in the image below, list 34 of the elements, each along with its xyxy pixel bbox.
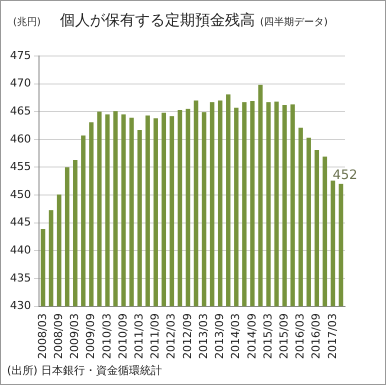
y-tick-label: 450 [10, 188, 31, 201]
x-tick-label: 2012/03 [164, 313, 178, 360]
x-tick-label: 2009/03 [68, 313, 82, 360]
x-tick-label: 2014/03 [229, 313, 242, 360]
text: (出所) 日本銀行・資金循環統計 [7, 363, 162, 378]
x-tick-label: 2014/09 [245, 313, 258, 360]
x-tick-label: 2012/09 [180, 313, 194, 360]
x-tick-label: 2017/03 [326, 313, 339, 360]
y-axis-title: (兆円) [13, 16, 41, 29]
y-tick-label: 455 [10, 160, 31, 174]
x-tick-label: 2013/09 [213, 313, 226, 360]
x-tick-label: 2009/09 [84, 313, 98, 360]
y-tick-label: 460 [10, 132, 31, 146]
x-tick-label: 2008/09 [52, 313, 65, 360]
y-tick-label: 435 [10, 271, 31, 284]
x-tick-label: 2008/03 [36, 313, 49, 360]
chart-subtitle: (四半期データ) [260, 17, 328, 28]
x-tick-label: 2015/09 [277, 313, 290, 360]
x-tick-label: 2015/03 [261, 313, 274, 360]
x-tick-label: 2016/03 [294, 313, 307, 360]
x-tick-label: 2010/09 [116, 313, 130, 360]
x-tick-label: 2011/09 [148, 313, 162, 360]
y-tick-label: 440 [10, 244, 31, 257]
x-tick-label: 2013/03 [196, 313, 210, 360]
x-tick-label: 2011/03 [132, 313, 146, 360]
y-tick-label: 465 [10, 104, 31, 118]
y-tick-label: 470 [10, 76, 31, 90]
y-tick-label: 445 [10, 216, 31, 229]
y-tick-label: 430 [10, 299, 31, 312]
x-tick-label: 2010/03 [100, 313, 114, 360]
y-tick-label: 475 [10, 48, 31, 62]
chart-title: 個人が保有する定期預金残高 [60, 11, 256, 29]
data-label: 452 [332, 168, 358, 183]
x-tick-label: 2016/09 [310, 313, 323, 360]
